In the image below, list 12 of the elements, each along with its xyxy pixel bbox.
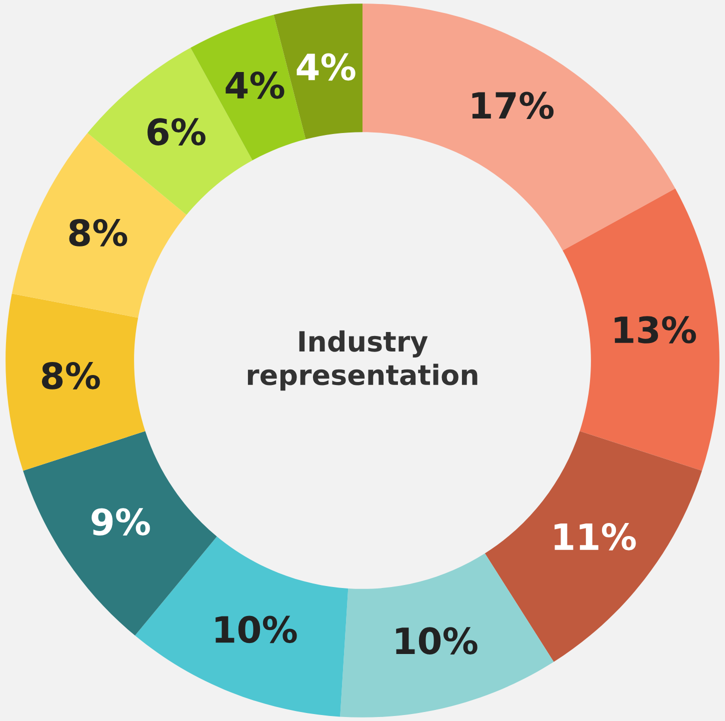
text: Industry representation: [248, 330, 478, 391]
data-label: 17%: [472, 92, 554, 120]
data-label: 4%: [296, 53, 356, 81]
data-label: 10%: [396, 627, 478, 654]
data-label: 8%: [69, 219, 128, 246]
data-label: 10%: [216, 616, 297, 644]
data-label: 8%: [42, 362, 100, 390]
data-label: 4%: [226, 72, 284, 99]
data-label: 13%: [614, 316, 696, 344]
data-label: 9%: [92, 508, 150, 536]
data-label: 6%: [148, 118, 206, 146]
data-label: 11%: [554, 523, 636, 550]
